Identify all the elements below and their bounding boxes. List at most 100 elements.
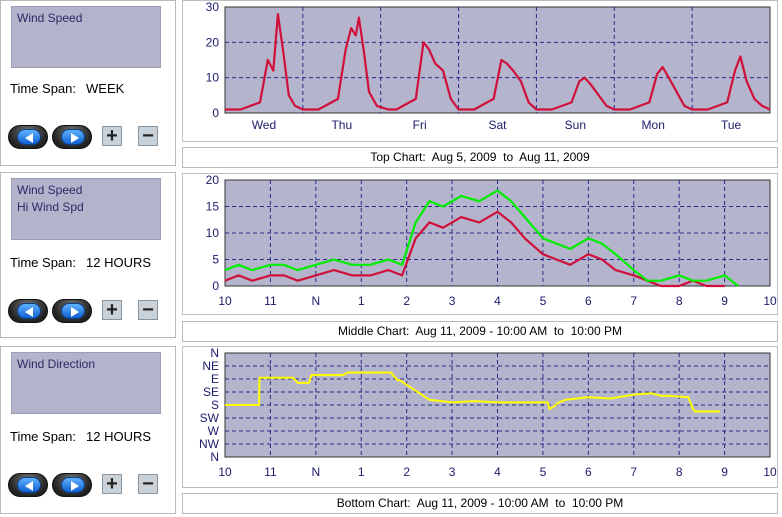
- x-tick-label: 10: [763, 294, 777, 308]
- x-tick-label: Thu: [331, 118, 352, 132]
- x-tick-label: Mon: [642, 118, 665, 132]
- middle-chart: 0 5 10 15 20 10 11 N 1 2 3 4 5 6 7 8 9 10: [182, 173, 778, 315]
- time-span-label: Time Span:: [10, 81, 76, 96]
- zoom-in-button[interactable]: +: [102, 126, 122, 146]
- top-chart-caption: Top Chart: Aug 5, 2009 to Aug 11, 2009: [182, 147, 778, 168]
- x-tick-label: 7: [630, 294, 637, 308]
- x-tick-label: 10: [218, 465, 232, 479]
- x-tick-label: 11: [264, 465, 277, 479]
- bottom-chart: N NW W SW S SE E NE N 10 11 N 1 2 3 4 5 6 7 8 9 10: [182, 346, 778, 488]
- bottom-chart-controls: + −: [8, 473, 168, 497]
- x-tick-label: Sun: [565, 118, 586, 132]
- top-chart-legend: Wind Speed: [11, 6, 161, 68]
- bottom-chart-caption: Bottom Chart: Aug 11, 2009 - 10:00 AM to…: [182, 493, 778, 514]
- bottom-chart-control-panel: Wind Direction Time Span: 12 HOURS + −: [0, 346, 176, 514]
- y-tick-label: 15: [206, 200, 220, 214]
- series-line: [224, 210, 725, 288]
- x-tick-label: Tue: [721, 118, 742, 132]
- y-tick-label: 0: [212, 279, 219, 293]
- x-tick-label: 3: [449, 294, 456, 308]
- x-tick-label: N: [311, 294, 320, 308]
- previous-button[interactable]: [8, 299, 48, 323]
- x-tick-label: Sat: [488, 118, 507, 132]
- y-tick-label: NW: [199, 437, 220, 451]
- y-tick-label: W: [208, 424, 220, 438]
- top-chart-control-panel: Wind Speed Time Span: WEEK + −: [0, 0, 176, 166]
- x-tick-label: Wed: [252, 118, 276, 132]
- x-tick-label: 5: [540, 465, 547, 479]
- x-tick-label: 11: [264, 294, 277, 308]
- middle-chart-svg: 0 5 10 15 20 10 11 N 1 2 3 4 5 6 7 8 9 10: [206, 174, 777, 308]
- time-span-readout: Time Span: WEEK: [10, 81, 124, 96]
- left-arrow-icon: [17, 129, 41, 145]
- previous-button[interactable]: [8, 125, 48, 149]
- time-span-label: Time Span:: [10, 429, 76, 444]
- right-arrow-icon: [61, 477, 85, 493]
- legend-item: Hi Wind Spd: [17, 200, 84, 214]
- x-tick-label: 10: [763, 465, 777, 479]
- series-line: [225, 371, 720, 413]
- y-tick-label: 10: [206, 226, 220, 240]
- x-tick-label: 3: [449, 465, 456, 479]
- x-tick-label: 4: [494, 294, 501, 308]
- zoom-in-button[interactable]: +: [102, 300, 122, 320]
- next-button[interactable]: [52, 299, 92, 323]
- next-button[interactable]: [52, 125, 92, 149]
- y-tick-label: N: [210, 450, 219, 464]
- x-tick-label: 9: [721, 294, 728, 308]
- time-span-label: Time Span:: [10, 255, 76, 270]
- right-arrow-icon: [61, 303, 85, 319]
- x-tick-label: 1: [358, 465, 365, 479]
- middle-chart-caption: Middle Chart: Aug 11, 2009 - 10:00 AM to…: [182, 321, 778, 342]
- x-tick-label: 5: [540, 294, 547, 308]
- x-tick-label: Fri: [413, 118, 427, 132]
- y-tick-label: 10: [206, 71, 220, 85]
- y-tick-label: 20: [206, 35, 220, 49]
- y-tick-label: S: [211, 398, 219, 412]
- x-tick-label: 1: [358, 294, 365, 308]
- x-tick-label: 8: [676, 294, 683, 308]
- zoom-out-button[interactable]: −: [138, 126, 158, 146]
- x-tick-label: 8: [676, 465, 683, 479]
- zoom-in-button[interactable]: +: [102, 474, 122, 494]
- zoom-out-button[interactable]: −: [138, 300, 158, 320]
- x-tick-label: 6: [585, 294, 592, 308]
- series-line: [224, 189, 739, 287]
- x-tick-label: N: [311, 465, 320, 479]
- right-arrow-icon: [61, 129, 85, 145]
- next-button[interactable]: [52, 473, 92, 497]
- time-span-value: 12 HOURS: [86, 255, 152, 270]
- left-arrow-icon: [17, 477, 41, 493]
- middle-chart-legend: Wind Speed Hi Wind Spd: [11, 178, 161, 240]
- time-span-value: 12 HOURS: [86, 429, 152, 444]
- x-tick-label: 10: [218, 294, 232, 308]
- time-span-value: WEEK: [86, 81, 125, 96]
- x-tick-label: 4: [494, 465, 501, 479]
- plot-area: [224, 6, 771, 114]
- left-arrow-icon: [17, 303, 41, 319]
- time-span-readout: Time Span: 12 HOURS: [10, 255, 151, 270]
- time-span-readout: Time Span: 12 HOURS: [10, 429, 151, 444]
- y-tick-label: 0: [212, 106, 219, 120]
- previous-button[interactable]: [8, 473, 48, 497]
- top-chart: 0 10 20 30 Wed Thu Fri Sat Sun Mon Tue: [182, 0, 778, 142]
- y-tick-label: 5: [212, 253, 219, 267]
- legend-item: Wind Speed: [17, 183, 83, 197]
- series-line: [225, 13, 771, 111]
- legend-item: Wind Speed: [17, 11, 83, 25]
- middle-chart-control-panel: Wind Speed Hi Wind Spd Time Span: 12 HOUR…: [0, 172, 176, 338]
- x-tick-label: 7: [630, 465, 637, 479]
- top-chart-controls: + −: [8, 125, 168, 149]
- y-tick-label: E: [211, 372, 219, 386]
- middle-chart-controls: + −: [8, 299, 168, 323]
- x-tick-label: 9: [721, 465, 728, 479]
- zoom-out-button[interactable]: −: [138, 474, 158, 494]
- x-tick-label: 2: [403, 294, 410, 308]
- y-tick-label: 20: [206, 174, 220, 187]
- y-tick-label: SE: [203, 385, 219, 399]
- y-tick-label: SW: [200, 411, 220, 425]
- x-tick-label: 2: [403, 465, 410, 479]
- y-tick-label: 30: [206, 1, 220, 14]
